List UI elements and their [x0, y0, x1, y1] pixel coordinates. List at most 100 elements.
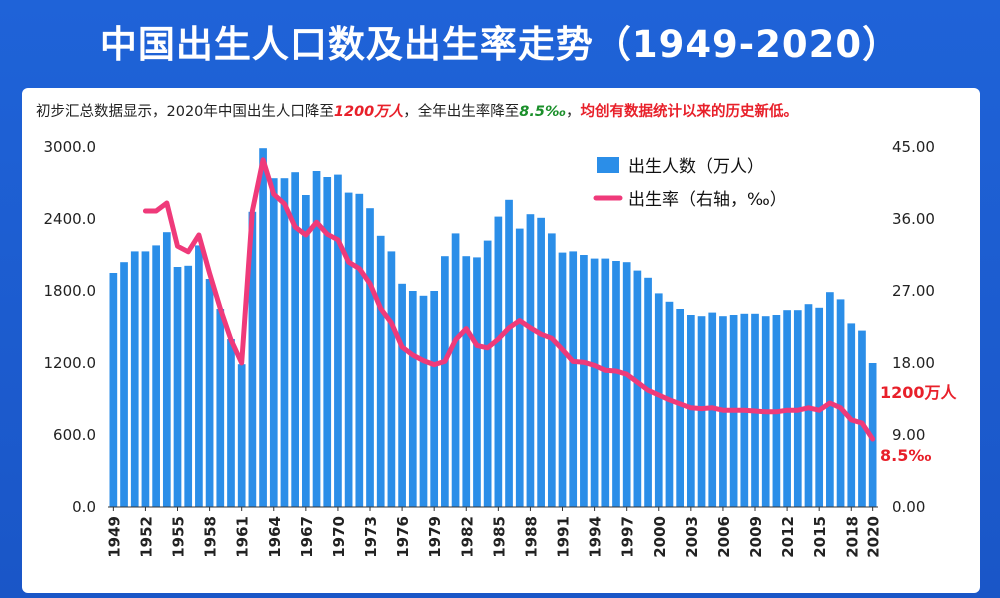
- x-tick-label: 1961: [234, 516, 252, 558]
- x-tick-label: 1958: [202, 516, 220, 558]
- bar-1973: [366, 208, 374, 507]
- y-right-tick-label: 27.00: [892, 282, 935, 300]
- y-left-tick-label: 3000.0: [44, 138, 97, 156]
- x-tick-label: 2020: [865, 516, 883, 558]
- bar-1965: [280, 178, 289, 507]
- bar-1988: [526, 214, 535, 507]
- x-tick-label: 1976: [394, 516, 412, 558]
- left-axis: 0.0 600.0 1200.0 1800.0 2400.0 3000.0: [44, 138, 97, 516]
- bar-1994: [590, 258, 599, 507]
- bar-1969: [323, 177, 332, 507]
- bar-1956: [184, 265, 193, 507]
- y-left-tick-label: 2400.0: [44, 210, 97, 228]
- y-left-tick-label: 600.0: [53, 426, 96, 444]
- bar-1972: [355, 193, 364, 508]
- bar-1960: [227, 339, 235, 507]
- bar-2018: [847, 323, 856, 507]
- x-tick-label: 1973: [362, 516, 380, 558]
- x-tick-label: 1982: [458, 516, 476, 558]
- bar-1981: [451, 233, 460, 507]
- subtitle-part3: ，: [566, 104, 581, 120]
- y-left-tick-label: 0.0: [72, 498, 96, 516]
- bar-1983: [473, 257, 481, 507]
- right-axis: 0.00 9.00 18.00 27.00 36.00 45.00: [892, 138, 935, 516]
- x-tick-label: 1991: [555, 516, 573, 558]
- birth-rate-line: [142, 157, 876, 442]
- x-tick-label: 2015: [811, 516, 829, 558]
- bar-1967: [302, 195, 310, 507]
- bar-1971: [344, 192, 353, 507]
- x-tick-label: 1970: [330, 516, 348, 558]
- subtitle-part2: ，全年出生率降至: [403, 104, 520, 120]
- bar-1970: [334, 174, 342, 507]
- bar-1962: [248, 211, 257, 508]
- bar-1980: [441, 256, 449, 507]
- y-right-tick-label: 0.00: [892, 498, 925, 516]
- bar-1995: [601, 258, 610, 507]
- page-title: 中国出生人口数及出生率走势（1949-2020）: [99, 23, 901, 66]
- bar-1982: [462, 256, 471, 507]
- y-right-tick-label: 18.00: [892, 354, 935, 372]
- x-tick-label: 2012: [779, 516, 797, 558]
- bar-2002: [676, 309, 684, 507]
- bar-1996: [612, 261, 620, 507]
- bar-1978: [419, 295, 428, 507]
- subtitle-part1: 初步汇总数据显示，2020年中国出生人口降至: [36, 104, 334, 120]
- x-tick-label: 1952: [137, 516, 155, 558]
- x-tick-label: 2009: [747, 516, 765, 558]
- bar-1984: [483, 240, 492, 507]
- y-right-tick-label: 9.00: [892, 426, 925, 444]
- bar-1950: [120, 262, 128, 507]
- bar-1959: [216, 309, 225, 507]
- bar-1949: [109, 273, 118, 507]
- bar-1951: [130, 251, 139, 507]
- x-tick-label: 1955: [170, 516, 188, 558]
- bar-1968: [312, 171, 321, 507]
- bar-2016: [826, 292, 834, 507]
- x-axis: 1949 1952 1955 1958 1961 1964 1967 1970 1973 1976…: [105, 506, 883, 558]
- subtitle-births-highlight: 1200万人: [333, 104, 404, 120]
- bar-2017: [836, 299, 845, 507]
- bar-1963: [259, 148, 267, 507]
- y-right-tick-label: 45.00: [892, 138, 935, 156]
- y-left-tick-label: 1800.0: [44, 282, 97, 300]
- x-tick-label: 1997: [619, 516, 637, 558]
- bar-1979: [430, 291, 439, 507]
- x-tick-label: 1979: [426, 516, 444, 558]
- chart-subtitle: 初步汇总数据显示，2020年中国出生人口降至1200万人，全年出生率降至8.5‰…: [36, 100, 976, 121]
- y-left-tick-label: 1200.0: [44, 354, 97, 372]
- bar-1997: [622, 262, 631, 507]
- bar-2019: [858, 330, 866, 507]
- bar-1966: [291, 172, 299, 507]
- bar-1954: [162, 232, 171, 507]
- subtitle-conclusion: 均创有数据统计以来的历史新低。: [580, 104, 799, 120]
- annotation-births-2020: 1200万人: [880, 383, 958, 402]
- bar-1976: [398, 283, 406, 507]
- bar-1992: [569, 251, 578, 507]
- bar-1998: [633, 270, 642, 507]
- x-tick-label: 2003: [683, 516, 701, 558]
- legend-line-label: 出生率（右轴，‰）: [628, 190, 787, 210]
- bar-1989: [537, 217, 545, 508]
- x-tick-label: 1985: [490, 516, 508, 558]
- bar-1990: [547, 233, 556, 507]
- bar-1958: [205, 279, 214, 507]
- x-tick-label: 1994: [587, 516, 605, 558]
- bar-1953: [152, 245, 160, 507]
- bar-1987: [515, 228, 524, 507]
- x-tick-label: 2000: [651, 516, 669, 558]
- bar-2004: [697, 316, 706, 507]
- y-right-tick-label: 36.00: [892, 210, 935, 228]
- bar-1957: [195, 245, 203, 507]
- bar-1974: [376, 235, 385, 508]
- bar-1986: [505, 199, 513, 508]
- subtitle-rate-highlight: 8.5‰: [519, 104, 567, 120]
- x-tick-label: 2006: [715, 516, 733, 558]
- legend-bar-label: 出生人数（万人）: [628, 157, 764, 177]
- x-tick-label: 2018: [843, 516, 861, 558]
- bar-1955: [173, 267, 182, 507]
- bar-2001: [665, 301, 674, 507]
- bar-1993: [580, 255, 588, 507]
- bar-2003: [687, 315, 695, 507]
